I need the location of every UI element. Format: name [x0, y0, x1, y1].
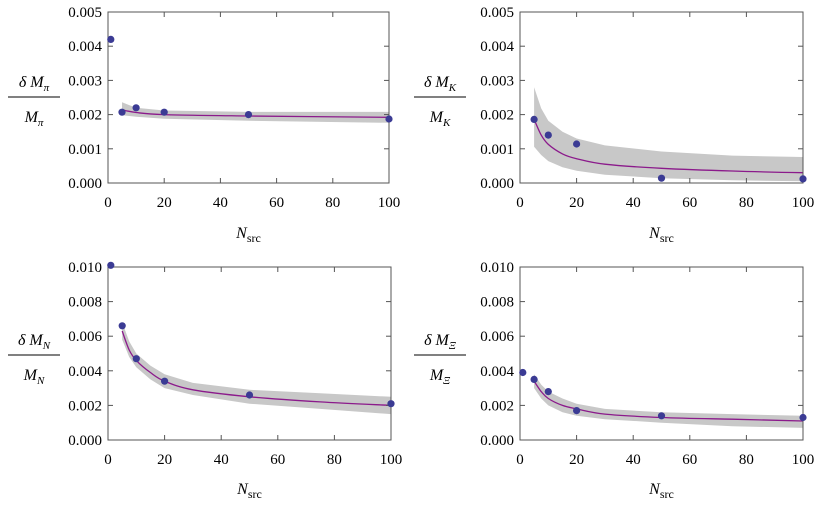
y-tick-label: 0.006	[480, 329, 514, 345]
plot-frame	[107, 11, 390, 184]
y-label-numerator: δ MK	[424, 74, 457, 94]
y-label-numerator: δ MN	[18, 332, 51, 352]
y-label-numerator: δ Mπ	[19, 74, 50, 94]
x-tick-label: 100	[792, 452, 815, 468]
error-band	[122, 322, 391, 415]
y-tick-label: 0.005	[480, 5, 514, 21]
x-tick-label: 20	[157, 452, 172, 468]
data-point	[799, 175, 807, 183]
data-point	[118, 322, 126, 330]
x-axis-label: Nsrc	[235, 225, 261, 245]
y-label-denominator: MΞ	[429, 367, 450, 387]
data-point	[385, 115, 393, 123]
data-point	[118, 108, 126, 116]
plot-frame	[107, 266, 392, 441]
fit-curve	[121, 109, 390, 118]
data-point	[107, 35, 115, 44]
panel-2: 0.000 0.001 0.002 0.003 0.004 0.005 0 20 40 60 80 1…	[414, 5, 814, 245]
x-tick-label: 60	[269, 195, 284, 211]
data-point	[799, 413, 807, 422]
x-tick-label: 40	[626, 452, 641, 468]
panel-1: 0.000 0.001 0.002 0.003 0.004 0.005 0 20 40 60 80 1…	[8, 5, 400, 245]
x-tick-label: 100	[792, 195, 815, 211]
y-tick-label: 0.004	[68, 39, 102, 55]
data-point	[657, 174, 666, 182]
data-point	[657, 412, 666, 420]
y-tick-label: 0.004	[68, 364, 102, 380]
x-tick-label: 60	[682, 195, 697, 211]
y-tick-label: 0.003	[68, 73, 102, 89]
y-tick-label: 0.004	[480, 39, 514, 55]
data-point	[160, 108, 168, 116]
y-label-numerator: δ MΞ	[424, 332, 456, 352]
y-tick-label: 0.008	[480, 295, 514, 311]
data-point	[544, 131, 552, 139]
data-point	[132, 355, 140, 363]
x-tick-label: 20	[569, 195, 584, 211]
data-point	[245, 391, 254, 399]
data-point	[387, 400, 395, 408]
data-point	[544, 388, 552, 396]
x-tick-label: 40	[214, 452, 229, 468]
data-point	[519, 368, 527, 377]
x-tick-label: 100	[380, 452, 403, 468]
x-axis-label: Nsrc	[236, 481, 262, 501]
x-tick-label: 60	[682, 452, 697, 468]
x-tick-label: 40	[213, 195, 228, 211]
panel-3: 0.000 0.002 0.004 0.006 0.008 0.010 0 20 40 60 80 1…	[8, 260, 402, 501]
x-tick-label: 80	[739, 195, 754, 211]
y-tick-label: 0.010	[480, 260, 514, 276]
y-tick-label: 0.008	[68, 295, 102, 311]
data-point	[530, 375, 538, 383]
error-band	[534, 374, 803, 428]
y-label-denominator: MK	[429, 109, 451, 129]
x-tick-label: 0	[516, 195, 524, 211]
data-point	[132, 104, 140, 112]
y-tick-label: 0.002	[68, 108, 102, 124]
x-tick-label: 20	[569, 452, 584, 468]
y-tick-label: 0.003	[480, 73, 514, 89]
y-tick-label: 0.002	[480, 108, 514, 124]
data-point	[573, 140, 581, 148]
x-tick-label: 80	[739, 452, 754, 468]
x-tick-label: 80	[325, 195, 340, 211]
error-band	[122, 102, 389, 123]
plot-frame	[519, 11, 804, 184]
y-tick-label: 0.000	[68, 433, 102, 449]
panel-4: 0.000 0.002 0.004 0.006 0.008 0.010 0 20 40 60 80 1…	[414, 260, 814, 501]
x-axis-label: Nsrc	[648, 481, 674, 501]
data-point	[573, 407, 581, 415]
y-label-denominator: Mπ	[24, 109, 44, 129]
y-tick-label: 0.010	[68, 260, 102, 276]
y-tick-label: 0.004	[480, 364, 514, 380]
x-tick-label: 40	[626, 195, 641, 211]
y-tick-label: 0.005	[68, 5, 102, 21]
x-tick-label: 0	[104, 452, 112, 468]
error-band	[534, 87, 803, 182]
plot-frame	[519, 266, 804, 441]
y-tick-label: 0.002	[68, 398, 102, 414]
y-tick-label: 0.000	[68, 176, 102, 192]
x-tick-label: 0	[104, 195, 112, 211]
x-tick-label: 20	[157, 195, 172, 211]
x-axis-label: Nsrc	[648, 225, 674, 245]
y-tick-label: 0.001	[68, 142, 102, 158]
fit-curve	[533, 119, 804, 174]
y-label-denominator: MN	[23, 367, 45, 387]
data-point	[107, 261, 115, 269]
x-tick-label: 80	[327, 452, 342, 468]
data-point	[530, 115, 538, 123]
data-point	[244, 111, 253, 119]
y-tick-label: 0.002	[480, 398, 514, 414]
y-tick-label: 0.000	[480, 433, 514, 449]
x-tick-label: 100	[378, 195, 401, 211]
x-tick-label: 0	[516, 452, 524, 468]
y-tick-label: 0.000	[480, 176, 514, 192]
data-point	[161, 377, 169, 385]
y-tick-label: 0.006	[68, 329, 102, 345]
x-tick-label: 60	[270, 452, 285, 468]
y-tick-label: 0.001	[480, 142, 514, 158]
